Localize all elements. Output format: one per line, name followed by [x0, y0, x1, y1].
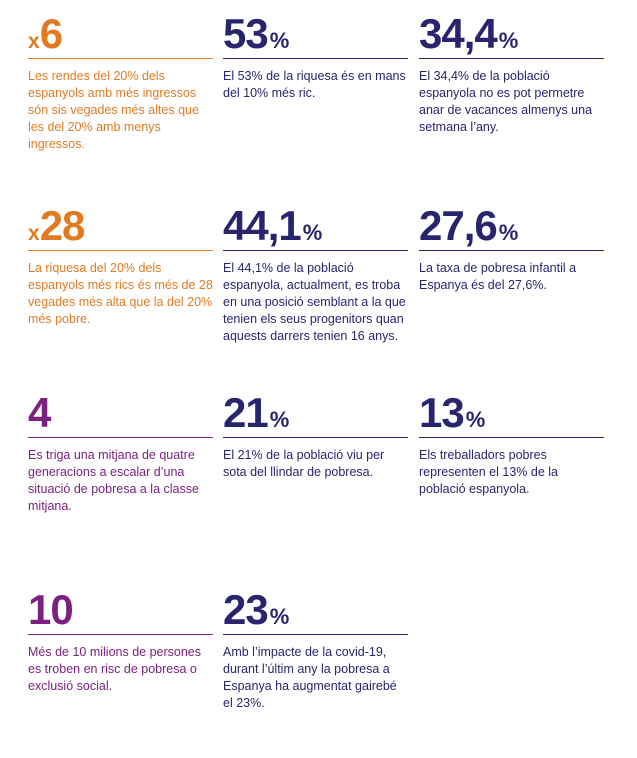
- stat-block-53: 53% El 53% de la riquesa és en mans del …: [223, 13, 408, 102]
- stat-description: El 44,1% de la població espanyola, actua…: [223, 261, 406, 343]
- stat-block-23: 23% Amb l’impacte de la covid-19, durant…: [223, 589, 408, 712]
- stat-block-10: 10 Més de 10 milions de persones es trob…: [28, 589, 213, 695]
- stat-suffix: %: [465, 407, 486, 432]
- stat-block-13: 13% Els treballadors pobres representen …: [419, 392, 604, 498]
- stat-value: 23: [223, 586, 269, 633]
- stat-value: 27,6: [419, 202, 498, 249]
- stat-description: Les rendes del 20% dels espanyols amb mé…: [28, 69, 199, 151]
- stat-suffix: %: [269, 28, 290, 53]
- stat-block-x28: x28 La riquesa del 20% dels espanyols mé…: [28, 205, 213, 328]
- stat-divider: [223, 58, 408, 59]
- stat-figure: 53%: [223, 13, 408, 55]
- stat-block-21: 21% El 21% de la població viu per sota d…: [223, 392, 408, 481]
- stat-divider: [419, 437, 604, 438]
- stat-block-34-4: 34,4% El 34,4% de la població espanyola …: [419, 13, 604, 136]
- stat-divider: [419, 250, 604, 251]
- stat-divider: [28, 58, 213, 59]
- stat-divider: [419, 58, 604, 59]
- stat-value: 34,4: [419, 10, 498, 57]
- stat-description: El 21% de la població viu per sota del l…: [223, 448, 385, 479]
- stat-description: Es triga una mitjana de quatre generacio…: [28, 448, 199, 513]
- stat-description: Amb l’impacte de la covid-19, durant l’ú…: [223, 645, 397, 710]
- stat-figure: 34,4%: [419, 13, 604, 55]
- stat-suffix: %: [498, 220, 519, 245]
- stat-block-4: 4 Es triga una mitjana de quatre generac…: [28, 392, 213, 515]
- stat-block-44-1: 44,1% El 44,1% de la població espanyola,…: [223, 205, 408, 345]
- stat-divider: [223, 250, 408, 251]
- stat-description: El 34,4% de la població espanyola no es …: [419, 69, 593, 134]
- stat-suffix: %: [269, 604, 290, 629]
- stat-suffix: %: [269, 407, 290, 432]
- stat-value: 13: [419, 389, 465, 436]
- stat-description: Els treballadors pobres representen el 1…: [419, 448, 558, 496]
- stat-block-27-6: 27,6% La taxa de pobresa infantil a Espa…: [419, 205, 604, 294]
- stat-value: 6: [39, 10, 63, 57]
- stat-divider: [28, 250, 213, 251]
- stat-figure: 21%: [223, 392, 408, 434]
- stat-value: 21: [223, 389, 269, 436]
- stat-divider: [28, 437, 213, 438]
- stat-figure: 44,1%: [223, 205, 408, 247]
- stat-divider: [223, 634, 408, 635]
- stat-prefix: x: [28, 30, 40, 53]
- stat-figure: 10: [28, 589, 213, 631]
- stat-value: 53: [223, 10, 269, 57]
- stat-value: 10: [28, 586, 74, 633]
- stat-suffix: %: [302, 220, 323, 245]
- stat-figure: 13%: [419, 392, 604, 434]
- stat-divider: [223, 437, 408, 438]
- stat-description: La riquesa del 20% dels espanyols més ri…: [28, 261, 213, 326]
- stat-value: 4: [28, 389, 51, 436]
- stat-figure: x6: [28, 13, 213, 55]
- stat-figure: 23%: [223, 589, 408, 631]
- stat-divider: [28, 634, 213, 635]
- stat-prefix: x: [28, 222, 40, 245]
- stat-value: 44,1: [223, 202, 302, 249]
- stat-description: Més de 10 milions de persones es troben …: [28, 645, 202, 693]
- stat-figure: 27,6%: [419, 205, 604, 247]
- stat-description: El 53% de la riquesa és en mans del 10% …: [223, 69, 406, 100]
- stat-suffix: %: [498, 28, 519, 53]
- stat-value: 28: [39, 202, 86, 249]
- stat-block-x6: x6 Les rendes del 20% dels espanyols amb…: [28, 13, 213, 153]
- stat-figure: 4: [28, 392, 213, 434]
- stat-description: La taxa de pobresa infantil a Espanya és…: [419, 261, 577, 292]
- stat-figure: x28: [28, 205, 213, 247]
